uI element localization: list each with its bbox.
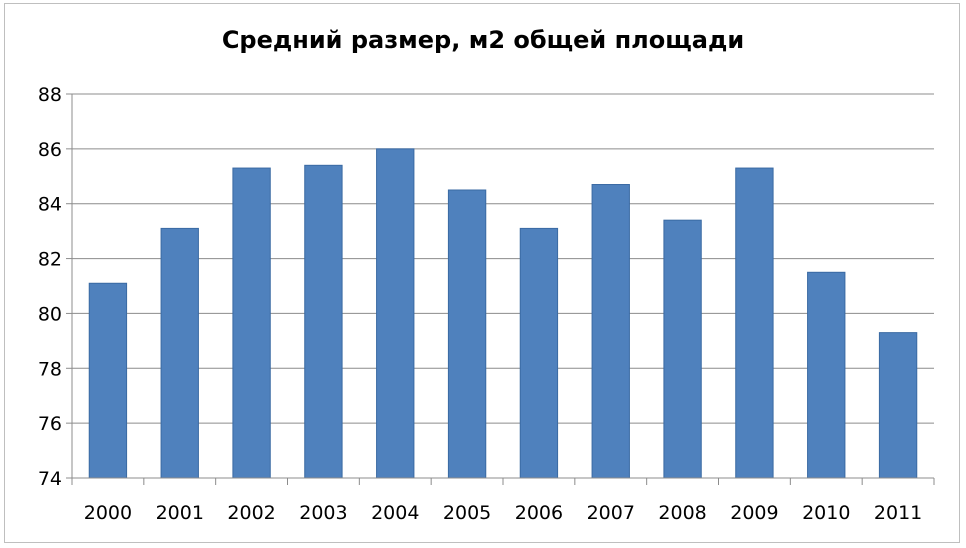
y-tick-label: 76 [38, 413, 62, 435]
x-tick-label: 2010 [802, 502, 850, 524]
axes [66, 93, 935, 485]
x-tick-label: 2006 [515, 502, 563, 524]
x-tick-label: 2003 [299, 502, 347, 524]
x-tick-label: 2011 [874, 502, 922, 524]
x-tick-label: 2008 [658, 502, 706, 524]
x-tick-label: 2004 [371, 502, 419, 524]
y-tick-label: 82 [38, 249, 62, 271]
bar-2011 [878, 332, 918, 479]
x-tick-label: 2009 [730, 502, 778, 524]
bar-2008 [663, 219, 702, 479]
y-tick-label: 80 [38, 303, 62, 325]
bar-2002 [232, 167, 271, 479]
chart-title: Средний размер, м2 общей площади [221, 26, 745, 54]
bar-2009 [735, 167, 774, 479]
x-tick-label: 2005 [443, 502, 491, 524]
bar-2004 [376, 148, 415, 479]
x-tick-labels: 2000 2001 2002 2003 2004 2005 2006 2007 2008 2009… [84, 502, 923, 524]
bar-2003 [304, 164, 343, 479]
y-tick-label: 88 [38, 84, 62, 106]
y-tick-label: 84 [38, 194, 62, 216]
bar-2005 [447, 189, 487, 479]
y-tick-labels: 74 76 78 80 82 84 86 88 [38, 84, 62, 490]
bar-2010 [807, 271, 846, 479]
gridlines [72, 93, 934, 424]
x-tick-label: 2007 [587, 502, 635, 524]
x-tick-label: 2001 [156, 502, 204, 524]
bar-2007 [591, 184, 630, 479]
bar-2006 [519, 227, 559, 479]
y-tick-label: 78 [38, 358, 62, 380]
bar-2001 [160, 227, 199, 479]
x-tick-label: 2000 [84, 502, 132, 524]
y-tick-label: 74 [38, 468, 62, 490]
x-tick-label: 2002 [227, 502, 275, 524]
bar-2000 [88, 282, 128, 479]
y-tick-label: 86 [38, 139, 62, 161]
